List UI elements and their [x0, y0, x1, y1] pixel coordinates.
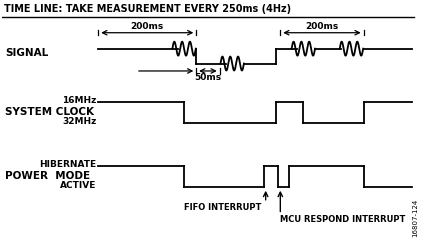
Text: SYSTEM CLOCK: SYSTEM CLOCK	[5, 107, 94, 117]
Text: 50ms: 50ms	[194, 73, 221, 82]
Text: TIME LINE: TAKE MEASUREMENT EVERY 250ms (4Hz): TIME LINE: TAKE MEASUREMENT EVERY 250ms …	[4, 4, 291, 14]
Text: FIFO INTERRUPT: FIFO INTERRUPT	[184, 203, 261, 212]
Text: 200ms: 200ms	[305, 22, 338, 31]
Text: MCU RESPOND INTERRUPT: MCU RESPOND INTERRUPT	[279, 215, 405, 224]
Text: POWER  MODE: POWER MODE	[5, 171, 90, 181]
Text: 32MHz: 32MHz	[62, 117, 96, 127]
Text: ACTIVE: ACTIVE	[60, 181, 96, 190]
Text: SIGNAL: SIGNAL	[5, 48, 49, 58]
Text: HIBERNATE: HIBERNATE	[39, 160, 96, 169]
Text: 200ms: 200ms	[130, 22, 164, 31]
Text: 16807-124: 16807-124	[411, 198, 418, 237]
Text: 16MHz: 16MHz	[62, 96, 96, 105]
